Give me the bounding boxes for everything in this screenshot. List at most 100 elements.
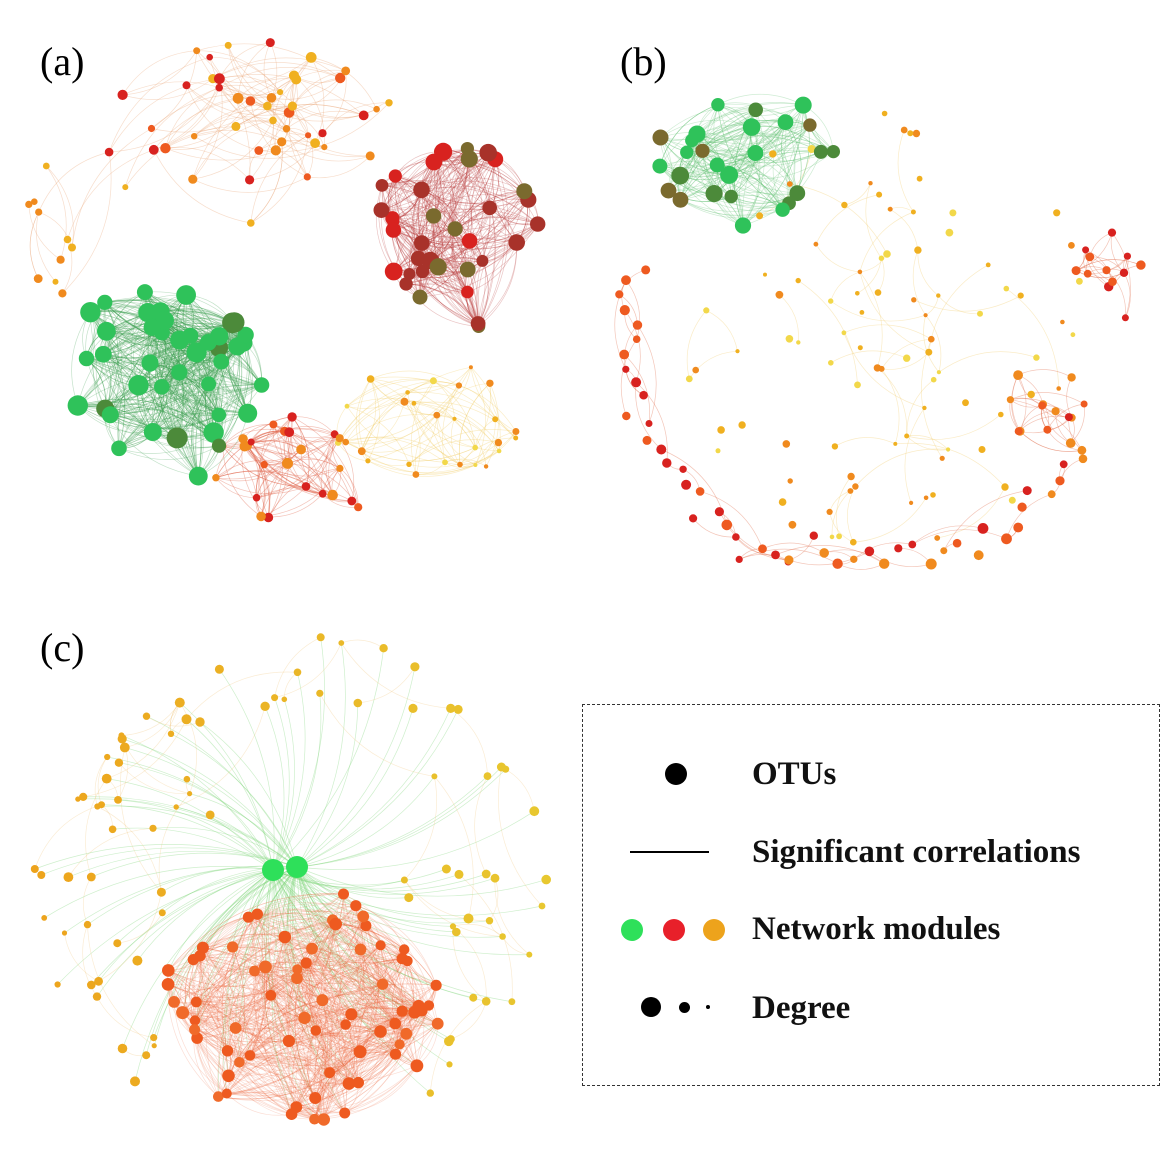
correlation-edge [405, 161, 439, 285]
correlation-edge [436, 414, 500, 452]
correlation-edge [248, 917, 267, 1056]
otu-node [703, 307, 710, 314]
correlation-edge [254, 966, 403, 1012]
otu-node [229, 1022, 242, 1034]
correlation-edge [151, 327, 202, 477]
correlation-edge [235, 104, 364, 127]
otu-node [1085, 252, 1095, 262]
otu-node [176, 1006, 190, 1020]
correlation-edge [265, 966, 330, 1073]
hub-edge [106, 778, 274, 871]
correlation-edge [62, 239, 73, 294]
otu-node [449, 923, 457, 930]
correlation-edge [895, 442, 1006, 488]
otu-node [826, 145, 841, 159]
correlation-edge [386, 958, 403, 1055]
correlation-edge [906, 435, 949, 451]
otu-node [1022, 486, 1032, 496]
correlation-edge [202, 947, 242, 1063]
otu-node [265, 38, 275, 48]
otu-node [174, 697, 185, 708]
correlation-edge [433, 152, 489, 216]
correlation-edge [251, 428, 340, 443]
correlation-edge [118, 413, 219, 449]
correlation-edge [620, 339, 637, 417]
hub-edge [254, 866, 298, 972]
correlation-edge [335, 923, 437, 986]
correlation-edge [227, 45, 290, 113]
otu-node [277, 137, 287, 147]
otu-node [354, 503, 363, 512]
panel-label-c: (c) [40, 625, 85, 670]
otu-node [1123, 252, 1131, 260]
otu-node [67, 395, 89, 416]
hub-edge [296, 708, 414, 868]
correlation-edge [393, 207, 490, 234]
otu-node [353, 1045, 367, 1059]
hub-edge [296, 866, 451, 1040]
correlation-edge [235, 980, 383, 1029]
otu-node [342, 1077, 356, 1090]
correlation-edge [478, 242, 518, 327]
correlation-edge [1106, 269, 1126, 318]
otu-node [254, 146, 264, 155]
correlation-edge [635, 382, 668, 464]
correlation-edge [877, 367, 908, 437]
correlation-edge [250, 441, 267, 517]
correlation-edge [103, 353, 199, 477]
correlation-edge [393, 189, 423, 272]
correlation-edge [392, 221, 479, 327]
correlation-edge [237, 78, 297, 99]
otu-node [205, 810, 215, 820]
correlation-edge [458, 383, 491, 465]
correlation-edge [314, 945, 381, 1099]
correlation-edge [306, 962, 361, 1052]
otu-node [183, 775, 191, 783]
correlation-edge [337, 385, 459, 444]
correlation-edge [355, 905, 437, 986]
correlation-edge [305, 962, 336, 1120]
hub-edge [264, 706, 285, 871]
correlation-edge [270, 995, 400, 1046]
correlation-edge [323, 1010, 403, 1120]
correlation-edge [295, 978, 345, 1114]
correlation-edge [152, 332, 171, 433]
correlation-edge [284, 925, 367, 943]
correlation-edge [360, 949, 401, 1045]
correlation-edge [194, 936, 285, 1030]
correlation-edge [365, 925, 403, 1045]
correlation-edge [311, 948, 403, 1012]
correlation-edge [176, 322, 233, 439]
hub-edge [261, 869, 297, 1108]
hub-edge [264, 866, 298, 967]
otu-node [37, 871, 46, 879]
otu-node [695, 143, 710, 158]
otu-node [404, 893, 414, 903]
correlation-edge [406, 223, 538, 285]
otu-node [720, 165, 739, 184]
correlation-edge [304, 958, 403, 1019]
correlation-edge [122, 50, 197, 96]
otu-node [923, 313, 928, 318]
correlation-edge [329, 945, 382, 1073]
hub-edge [182, 869, 274, 1013]
edge-group [686, 129, 1060, 543]
otu-node [878, 255, 885, 261]
correlation-edge [357, 1010, 403, 1083]
otu-node [119, 742, 130, 753]
correlation-edge [304, 999, 423, 1019]
correlation-edge [197, 1037, 325, 1120]
legend-degree-label: Degree [752, 990, 851, 1026]
hub-edge [296, 768, 506, 868]
otu-node [841, 201, 848, 209]
otu-node [412, 289, 428, 305]
correlation-edge [306, 962, 396, 1024]
correlation-edge [168, 953, 298, 971]
otu-node [94, 345, 112, 363]
otu-node [400, 876, 408, 884]
correlation-edge [193, 959, 232, 1076]
otu-node [977, 523, 989, 534]
correlation-edge [305, 962, 396, 1024]
otu-node [813, 144, 828, 159]
otu-node [486, 379, 494, 387]
